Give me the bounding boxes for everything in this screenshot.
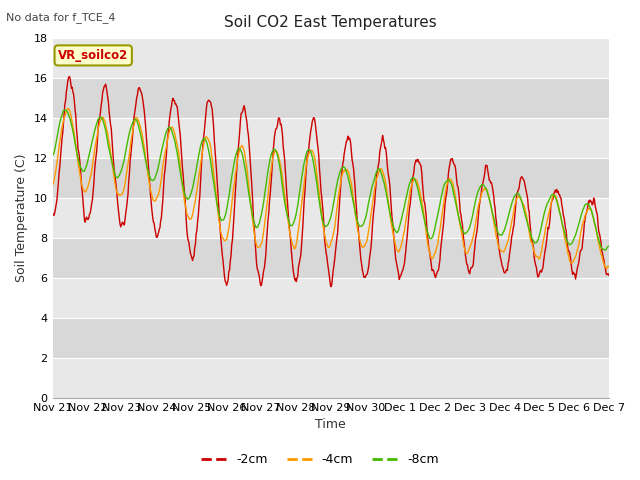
Bar bbox=[52, 358, 609, 398]
Bar bbox=[52, 278, 609, 318]
X-axis label: Time: Time bbox=[316, 419, 346, 432]
Bar bbox=[52, 198, 609, 238]
Bar bbox=[52, 238, 609, 278]
Bar bbox=[52, 38, 609, 78]
Legend: -2cm, -4cm, -8cm: -2cm, -4cm, -8cm bbox=[196, 448, 444, 471]
Y-axis label: Soil Temperature (C): Soil Temperature (C) bbox=[15, 154, 28, 282]
Bar bbox=[52, 78, 609, 118]
Title: Soil CO2 East Temperatures: Soil CO2 East Temperatures bbox=[225, 15, 437, 30]
Bar bbox=[52, 158, 609, 198]
Text: No data for f_TCE_4: No data for f_TCE_4 bbox=[6, 12, 116, 23]
Text: VR_soilco2: VR_soilco2 bbox=[58, 49, 129, 62]
Bar bbox=[52, 118, 609, 158]
Bar bbox=[52, 318, 609, 358]
